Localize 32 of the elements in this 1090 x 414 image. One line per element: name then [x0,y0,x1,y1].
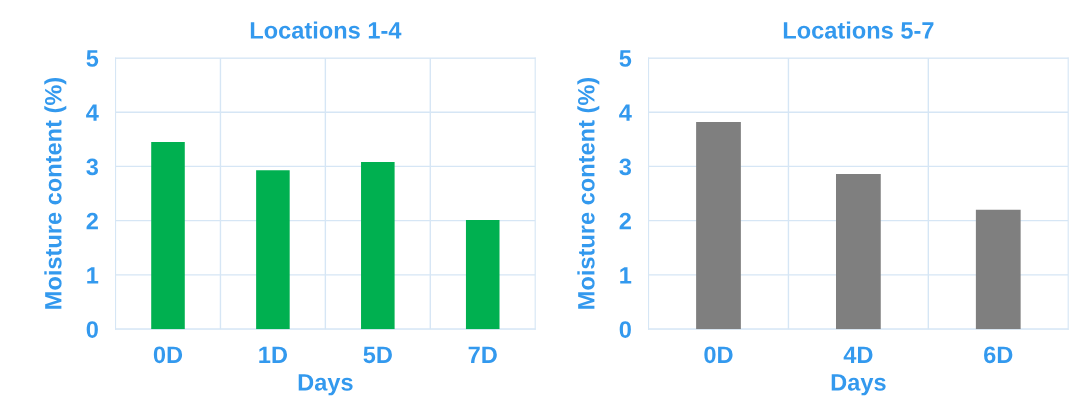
x-tick-label: 5D [363,346,392,364]
y-tick-label: 1 [87,267,99,284]
y-tick-label: 0 [619,321,631,338]
x-tick-label: 0D [704,346,733,364]
y-tick-label: 0 [86,321,98,338]
x-tick-label: 4D [843,346,873,363]
x-axis-title: Days [831,374,886,396]
y-tick-label: 1 [620,267,632,284]
x-tick-label: 6D [984,346,1013,364]
y-tick-label: 3 [86,158,99,176]
bar [696,121,741,330]
bar [361,162,395,330]
y-tick-label: 3 [619,158,632,176]
bar [256,170,290,330]
y-axis-title: Moisture content (%) [44,77,67,309]
y-axis-title: Moisture content (%) [577,77,600,309]
y-tick-label: 5 [86,50,99,67]
bar [151,142,185,330]
x-tick-label: 0D [153,346,183,364]
chart-title: Locations 5-7 [783,21,934,39]
y-tick-label: 2 [86,212,98,230]
y-tick-label: 2 [619,212,631,230]
y-tick-label: 4 [619,104,632,121]
y-tick-label: 5 [619,50,632,67]
y-tick-label: 4 [86,104,99,121]
x-tick-label: 7D [468,346,497,363]
bar [835,174,881,330]
x-axis-title: Days [298,374,353,396]
bar [975,209,1021,330]
chart-title: Locations 1-4 [250,21,402,39]
x-tick-label: 1D [259,346,288,363]
bar [465,220,500,330]
